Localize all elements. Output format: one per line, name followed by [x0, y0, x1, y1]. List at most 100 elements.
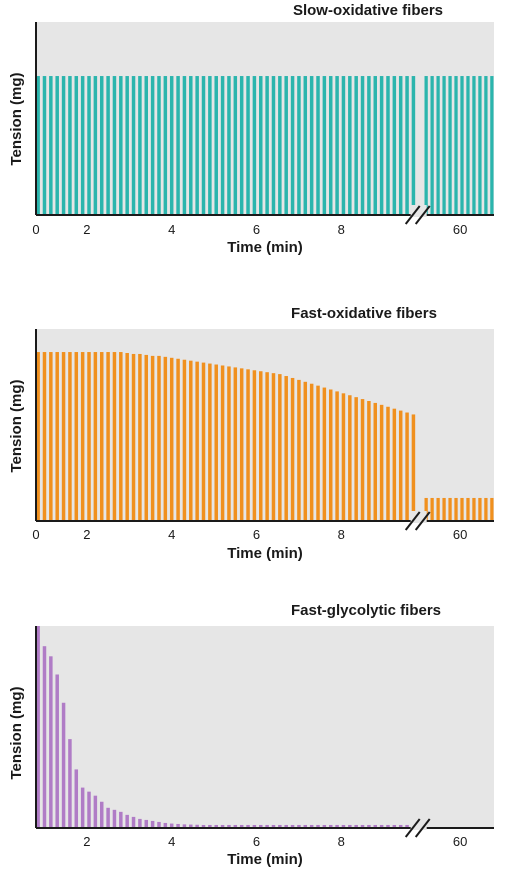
twitch-bar [348, 395, 352, 521]
axis-break-slash [414, 818, 431, 838]
twitch-bar [360, 399, 365, 521]
twitch-bar [99, 76, 104, 215]
twitch-bar [367, 76, 371, 215]
twitch-bar [131, 76, 136, 215]
twitch-bar [163, 822, 168, 828]
x-tick-labels: 2 4 6 8 60 [83, 834, 467, 849]
twitch-bar [182, 76, 187, 215]
twitch-late-bar [430, 76, 434, 215]
x-tick-label: 4 [168, 527, 175, 542]
plot-background [36, 329, 494, 521]
twitch-bar [303, 76, 308, 215]
twitch-bar [379, 824, 384, 828]
twitch-late-bar [436, 76, 440, 215]
twitch-late-bar [460, 76, 464, 215]
twitch-bar [119, 352, 123, 521]
twitch-bar [99, 352, 104, 521]
twitch-bar [214, 364, 218, 521]
twitch-bar [316, 824, 320, 828]
twitch-bar [176, 76, 180, 215]
twitch-bar [220, 365, 225, 521]
twitch-bar [150, 76, 155, 215]
twitch-bar [265, 372, 269, 521]
twitch-bar [87, 352, 91, 521]
twitch-bar [398, 410, 403, 521]
panel-fast-glycolytic: 2 4 6 8 60 Fast-glycolytic fibers Time (min)… [8, 602, 494, 868]
x-tick-label: 2 [83, 222, 90, 237]
x-tick-label: 8 [338, 222, 345, 237]
twitch-bar [259, 76, 263, 215]
twitch-bar [49, 656, 53, 828]
twitch-bar [367, 401, 371, 521]
x-tick-label: 4 [168, 222, 175, 237]
twitch-bar [303, 824, 308, 828]
twitch-bar [68, 739, 72, 828]
twitch-bar [239, 76, 244, 215]
twitch-bar [278, 374, 282, 521]
twitch-bar [360, 824, 365, 828]
twitch-bar [405, 824, 409, 828]
twitch-bar [99, 801, 104, 828]
x-tick-label: 8 [338, 527, 345, 542]
twitch-bar [182, 359, 187, 521]
axis-break-slash [404, 205, 421, 225]
twitch-bar [303, 381, 308, 521]
twitch-bar [328, 76, 333, 215]
twitch-bar [252, 76, 257, 215]
twitch-bar [297, 824, 301, 828]
twitch-bar [360, 76, 365, 215]
twitch-bar [411, 76, 416, 215]
x-tick-label: 0 [32, 222, 39, 237]
twitch-bar [271, 76, 276, 215]
twitch-bar [259, 371, 263, 521]
twitch-bar [157, 355, 161, 521]
twitch-bar [379, 404, 384, 521]
twitch-bar [208, 76, 212, 215]
twitch-bar [284, 376, 288, 521]
twitch-bar [144, 819, 149, 828]
twitch-bar [227, 76, 231, 215]
twitch-bar [42, 646, 47, 828]
twitch-bar [68, 76, 72, 215]
panel-fast-oxidative: 0 2 4 6 8 60 Fast-oxidative fibers Time (min)… [8, 305, 494, 562]
twitch-bar [290, 377, 295, 521]
twitch-bar [335, 824, 339, 828]
twitch-bar [354, 397, 358, 521]
twitch-bar [398, 76, 403, 215]
twitch-bar [373, 76, 378, 215]
twitch-bar [284, 824, 288, 828]
twitch-bar [163, 356, 168, 521]
twitch-bar [309, 824, 314, 828]
twitch-bar [144, 354, 149, 521]
twitch-bar [87, 791, 91, 828]
twitch-late-bar [448, 76, 452, 215]
twitch-bar [201, 362, 206, 521]
twitch-late-bar [484, 76, 488, 215]
twitch-late-bar [430, 497, 434, 521]
twitch-bar [61, 702, 66, 828]
y-axis-title: Tension (mg) [8, 72, 25, 165]
chart-title: Fast-oxidative fibers [291, 305, 437, 322]
twitch-bar [176, 823, 180, 828]
twitch-bar [125, 353, 129, 521]
twitch-bar [201, 76, 206, 215]
axis-break [404, 511, 431, 531]
twitch-bar [316, 385, 320, 521]
twitch-bar [157, 821, 161, 828]
twitch-late-bar [472, 497, 476, 521]
twitch-bar [297, 76, 301, 215]
twitch-bar [68, 352, 72, 521]
twitch-bar [55, 76, 59, 215]
twitch-bar [42, 352, 47, 521]
twitch-bar [309, 383, 314, 521]
twitch-late-bar [490, 497, 494, 521]
twitch-bar [80, 352, 85, 521]
twitch-bar [131, 816, 136, 828]
twitch-bar [373, 824, 378, 828]
twitch-bar [246, 76, 250, 215]
twitch-bar [112, 809, 117, 828]
twitch-bar [405, 412, 409, 521]
bar-group [36, 76, 494, 215]
twitch-bar [341, 824, 346, 828]
